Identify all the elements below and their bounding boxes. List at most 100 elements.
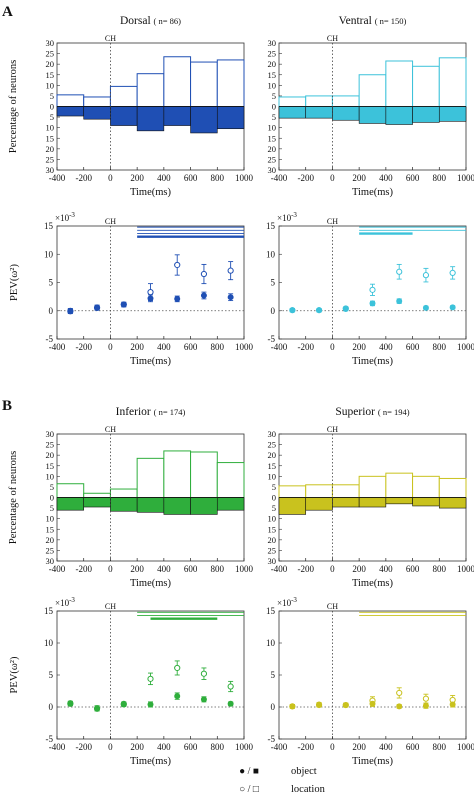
legend-label-object: object [291, 766, 317, 777]
pev-ytick-label: -5 [268, 734, 276, 744]
pev-ytick-label: 5 [49, 278, 54, 288]
bar-location [412, 65, 440, 107]
bar-object [438, 497, 467, 509]
pev-xlabel: Time(ms) [130, 756, 172, 767]
pev-ch-label: CH [327, 217, 338, 226]
hist-ch-label: CH [105, 425, 116, 434]
hist-xtick-label: 0 [108, 564, 113, 574]
hist-ytick-label: 10 [46, 514, 55, 524]
hist-title-superior: Superior ( n= 194) [335, 406, 409, 418]
location-point [369, 286, 376, 293]
pev-ch-label: CH [327, 602, 338, 611]
hist-ytick-label: 25 [268, 440, 277, 450]
pev-xtick-label: 600 [406, 742, 420, 752]
hist-ytick-label: 0 [50, 493, 54, 503]
bar-object [332, 497, 360, 508]
pev-xtick-label: 400 [379, 742, 393, 752]
pev-ytick-label: 10 [44, 638, 54, 648]
hist-title-dorsal: Dorsal ( n= 86) [120, 15, 181, 27]
pev-ytick-label: 5 [271, 670, 276, 680]
hist-ytick-label: 0 [272, 493, 276, 503]
section-label-B: B [2, 398, 12, 414]
hist-panel-inferior: Inferior ( n= 174)3025201510505101520253… [8, 406, 254, 589]
object-point [342, 702, 349, 709]
hist-ytick-label: 25 [46, 154, 55, 164]
hist-ytick-label: 30 [268, 556, 277, 566]
hist-ytick-label: 30 [268, 38, 277, 48]
hist-xtick-label: 600 [406, 564, 420, 574]
pev-ytick-label: 15 [44, 606, 54, 616]
hist-xlabel: Time(ms) [130, 187, 172, 198]
bar-location [163, 56, 192, 107]
hist-xtick-label: -400 [49, 173, 66, 183]
bar-object [278, 106, 307, 119]
bar-location [438, 477, 467, 499]
hist-xtick-label: 600 [184, 173, 198, 183]
bar-object [190, 106, 218, 134]
hist-ytick-label: 10 [46, 80, 55, 90]
pev-ytick-label: -5 [268, 334, 276, 344]
hist-ytick-label: 25 [268, 545, 277, 555]
pev-ytick-label: 10 [266, 638, 276, 648]
pev-xtick-label: -400 [49, 742, 66, 752]
pev-ytick-label: -5 [46, 734, 54, 744]
pev-ytick-label: 15 [266, 606, 276, 616]
hist-ytick-label: 5 [50, 112, 54, 122]
hist-xtick-label: 600 [406, 173, 420, 183]
hist-ytick-label: 25 [46, 49, 55, 59]
location-point [422, 272, 430, 279]
pev-xtick-label: 600 [406, 342, 420, 352]
object-point [369, 700, 376, 707]
hist-title-inferior: Inferior ( n= 174) [116, 406, 186, 418]
hist-xtick-label: 800 [211, 564, 225, 574]
hist-ytick-label: 15 [46, 133, 55, 143]
hist-ytick-label: 20 [268, 144, 277, 154]
pev-ytick-label: 0 [271, 306, 276, 316]
bar-location [216, 59, 245, 107]
pev-xtick-label: 800 [211, 742, 225, 752]
hist-ytick-label: 20 [46, 59, 55, 69]
hist-xtick-label: 200 [130, 564, 144, 574]
location-point [174, 261, 181, 269]
hist-ch-label: CH [327, 425, 338, 434]
hist-xtick-label: 400 [157, 564, 171, 574]
object-point [67, 307, 74, 314]
location-point [227, 267, 234, 274]
pev-xtick-label: -400 [271, 742, 288, 752]
pev-exponent: ×10-3 [55, 211, 75, 223]
hist-xtick-label: -200 [75, 564, 92, 574]
legend-symbols-object: ● / ■ [239, 766, 259, 777]
hist-ytick-label: 30 [268, 165, 277, 175]
bar-object [190, 497, 218, 515]
pev-xtick-label: 400 [157, 742, 171, 752]
hist-ytick-label: 5 [272, 112, 276, 122]
pev-ytick-label: 10 [44, 249, 54, 259]
hist-xtick-label: -200 [297, 173, 314, 183]
hist-ytick-label: 20 [268, 535, 277, 545]
hist-xtick-label: 1000 [235, 564, 254, 574]
pev-ch-label: CH [105, 602, 116, 611]
pev-xtick-label: 200 [130, 342, 144, 352]
pev-ytick-label: 5 [271, 278, 276, 288]
hist-xtick-label: 200 [352, 173, 366, 183]
bar-location [305, 484, 333, 498]
pev-xtick-label: -200 [297, 742, 314, 752]
hist-xtick-label: 800 [211, 173, 225, 183]
bar-object [278, 497, 307, 515]
hist-xtick-label: 0 [108, 173, 113, 183]
hist-xlabel: Time(ms) [352, 578, 394, 589]
pev-frame [278, 225, 467, 340]
pev-xtick-label: 1000 [235, 742, 254, 752]
pev-panel-inferior: ×10-3 -5 0 5 10 15 CH -400 -200 0 200 400 600 800 1000… [9, 596, 254, 767]
hist-ytick-label: 5 [50, 91, 54, 101]
pev-xtick-label: -200 [75, 742, 92, 752]
object-point [449, 304, 456, 311]
hist-ytick-label: 30 [46, 38, 55, 48]
bar-object [163, 497, 191, 515]
hist-xtick-label: 200 [130, 173, 144, 183]
hist-xlabel: Time(ms) [130, 578, 172, 589]
pev-xtick-label: 0 [108, 342, 113, 352]
hist-ytick-label: 10 [268, 123, 277, 133]
pev-xtick-label: 600 [184, 742, 198, 752]
bar-location [278, 485, 307, 499]
